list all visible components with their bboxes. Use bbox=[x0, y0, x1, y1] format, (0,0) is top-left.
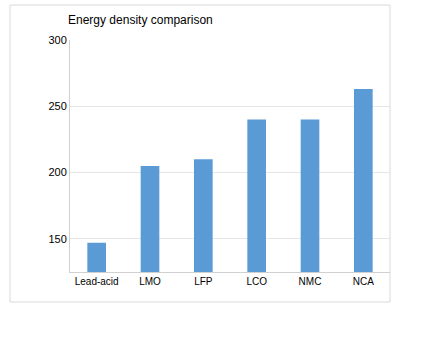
svg-text:LMO: LMO bbox=[139, 276, 161, 287]
svg-text:Lead-acid: Lead-acid bbox=[75, 276, 119, 287]
svg-text:200: 200 bbox=[48, 166, 66, 178]
svg-text:Energy density comparison: Energy density comparison bbox=[68, 13, 213, 27]
svg-text:300: 300 bbox=[48, 34, 66, 46]
svg-text:LFP: LFP bbox=[194, 276, 213, 287]
svg-text:NMC: NMC bbox=[299, 276, 322, 287]
svg-text:LCO: LCO bbox=[246, 276, 267, 287]
svg-text:NCA: NCA bbox=[353, 276, 374, 287]
svg-text:250: 250 bbox=[48, 100, 66, 112]
svg-text:150: 150 bbox=[48, 233, 66, 245]
